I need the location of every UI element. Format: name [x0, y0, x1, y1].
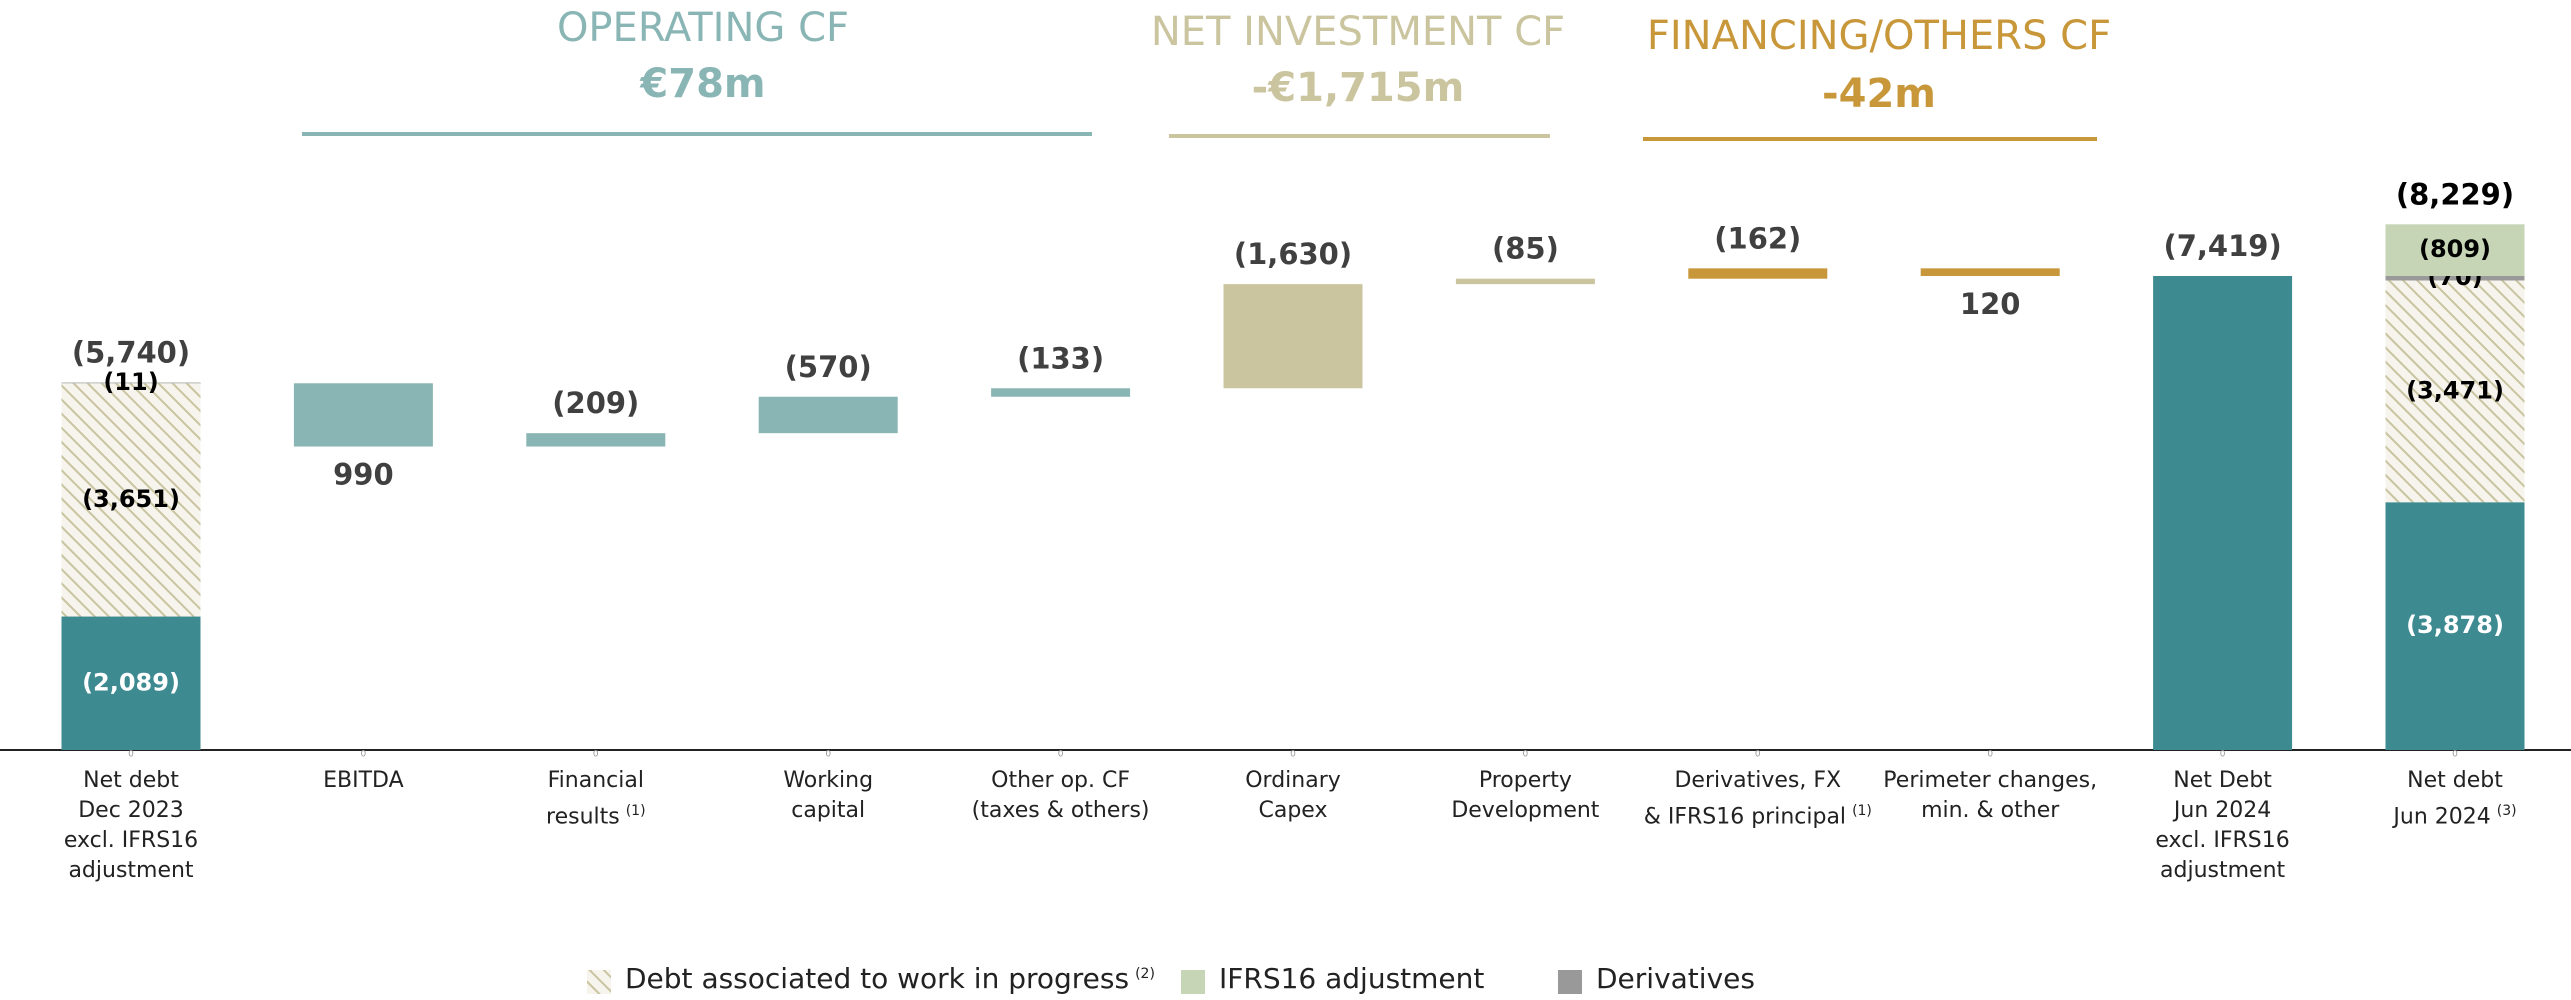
zero-label: 0 — [593, 750, 599, 760]
bar — [991, 388, 1131, 397]
segment-label: (809) — [2419, 235, 2491, 263]
bar — [1920, 268, 2060, 277]
bar — [293, 383, 433, 447]
zero-label: 0 — [1058, 750, 1064, 760]
category-label: Property Development — [1375, 766, 1675, 826]
zero-label: 0 — [2220, 750, 2226, 760]
category-text: Working capital — [783, 768, 874, 823]
value-label: 120 — [1960, 287, 2021, 321]
value-label: 990 — [333, 458, 394, 492]
header-value: €78m — [639, 61, 765, 107]
header-title: NET INVESTMENT CF — [1151, 9, 1565, 55]
zero-label: 0 — [1523, 750, 1529, 760]
category-text: Derivatives, FX & IFRS16 principal — [1643, 768, 1847, 830]
segment-label: (11) — [103, 368, 158, 396]
category-label: Ordinary Capex — [1143, 766, 1443, 826]
category-label: Net debt Dec 2023 excl. IFRS16 adjustmen… — [0, 766, 281, 886]
category-note: (1) — [625, 803, 646, 819]
bar — [2153, 276, 2293, 750]
segment-label: (3,471) — [2406, 376, 2504, 404]
total-label: (8,229) — [2396, 177, 2514, 211]
category-label: Net Debt Jun 2024 excl. IFRS16 adjustmen… — [2073, 766, 2373, 886]
value-label: (85) — [1492, 232, 1559, 266]
category-text: Financial results — [546, 768, 644, 830]
legend-text: Debt associated to work in progress — [625, 962, 1130, 995]
total-label: (7,419) — [2163, 229, 2281, 263]
zero-label: 0 — [1290, 750, 1296, 760]
header-value: -€1,715m — [1252, 65, 1465, 111]
category-label: Financial results (1) — [446, 766, 746, 832]
zero-label: 0 — [2452, 750, 2458, 760]
category-label: Working capital — [678, 766, 978, 826]
total-label: (5,740) — [72, 336, 190, 370]
category-label: Perimeter changes, min. & other — [1840, 766, 2140, 826]
segment-label: (2,089) — [82, 668, 180, 696]
legend-text: Derivatives — [1596, 962, 1755, 995]
legend-item: Debt associated to work in progress (2) — [625, 962, 1155, 995]
segment-label: (3,651) — [82, 485, 180, 513]
legend-item: IFRS16 adjustment — [1219, 962, 1484, 995]
category-text: Ordinary Capex — [1245, 768, 1341, 823]
value-label: (162) — [1714, 221, 1801, 255]
legend-text: IFRS16 adjustment — [1219, 962, 1485, 995]
category-label: Other op. CF (taxes & others) — [911, 766, 1211, 826]
value-label: (133) — [1017, 341, 1104, 375]
bar-segment — [61, 383, 201, 617]
zero-label: 0 — [128, 750, 134, 760]
category-note: (1) — [1852, 803, 1872, 819]
legend-note: (2) — [1135, 965, 1155, 982]
header-title: OPERATING CF — [557, 5, 849, 51]
bar-segment — [2385, 276, 2525, 281]
bar — [1688, 268, 1828, 279]
bar-segment — [2385, 224, 2525, 277]
legend-swatch — [1558, 970, 1582, 994]
value-label: (570) — [785, 350, 872, 384]
zero-label: 0 — [1755, 750, 1761, 760]
category-text: Other op. CF (taxes & others) — [971, 768, 1150, 823]
legend-item: Derivatives — [1596, 962, 1755, 995]
value-label: (1,630) — [1234, 237, 1352, 271]
bar — [1223, 284, 1363, 389]
bar-segment — [61, 382, 201, 384]
legend-swatch — [1181, 970, 1205, 994]
bar-segment — [2385, 280, 2525, 503]
bar — [758, 396, 898, 434]
zero-label: 0 — [1987, 750, 1993, 760]
category-text: Net debt Dec 2023 excl. IFRS16 adjustmen… — [63, 768, 199, 883]
legend-swatch — [587, 970, 611, 994]
category-text: EBITDA — [323, 768, 404, 793]
category-note: (3) — [2496, 803, 2517, 819]
category-label: EBITDA — [213, 766, 513, 796]
zero-label: 0 — [825, 750, 831, 760]
category-label: Net debt Jun 2024 (3) — [2305, 766, 2571, 832]
segment-label: (3,878) — [2406, 611, 2504, 639]
header-title: FINANCING/OTHERS CF — [1647, 13, 2111, 59]
zero-label: 0 — [361, 750, 367, 760]
value-label: (209) — [552, 386, 639, 420]
category-label: Derivatives, FX & IFRS16 principal (1) — [1608, 766, 1908, 832]
category-text: Net debt Jun 2024 — [2393, 768, 2503, 830]
category-text: Perimeter changes, min. & other — [1883, 768, 2098, 823]
category-text: Net Debt Jun 2024 excl. IFRS16 adjustmen… — [2155, 768, 2290, 883]
category-text: Property Development — [1451, 768, 1600, 823]
bar-segment — [2385, 502, 2525, 750]
bar — [526, 433, 666, 447]
bar — [1455, 278, 1595, 285]
header-value: -42m — [1822, 71, 1936, 117]
bar-segment — [61, 616, 201, 750]
